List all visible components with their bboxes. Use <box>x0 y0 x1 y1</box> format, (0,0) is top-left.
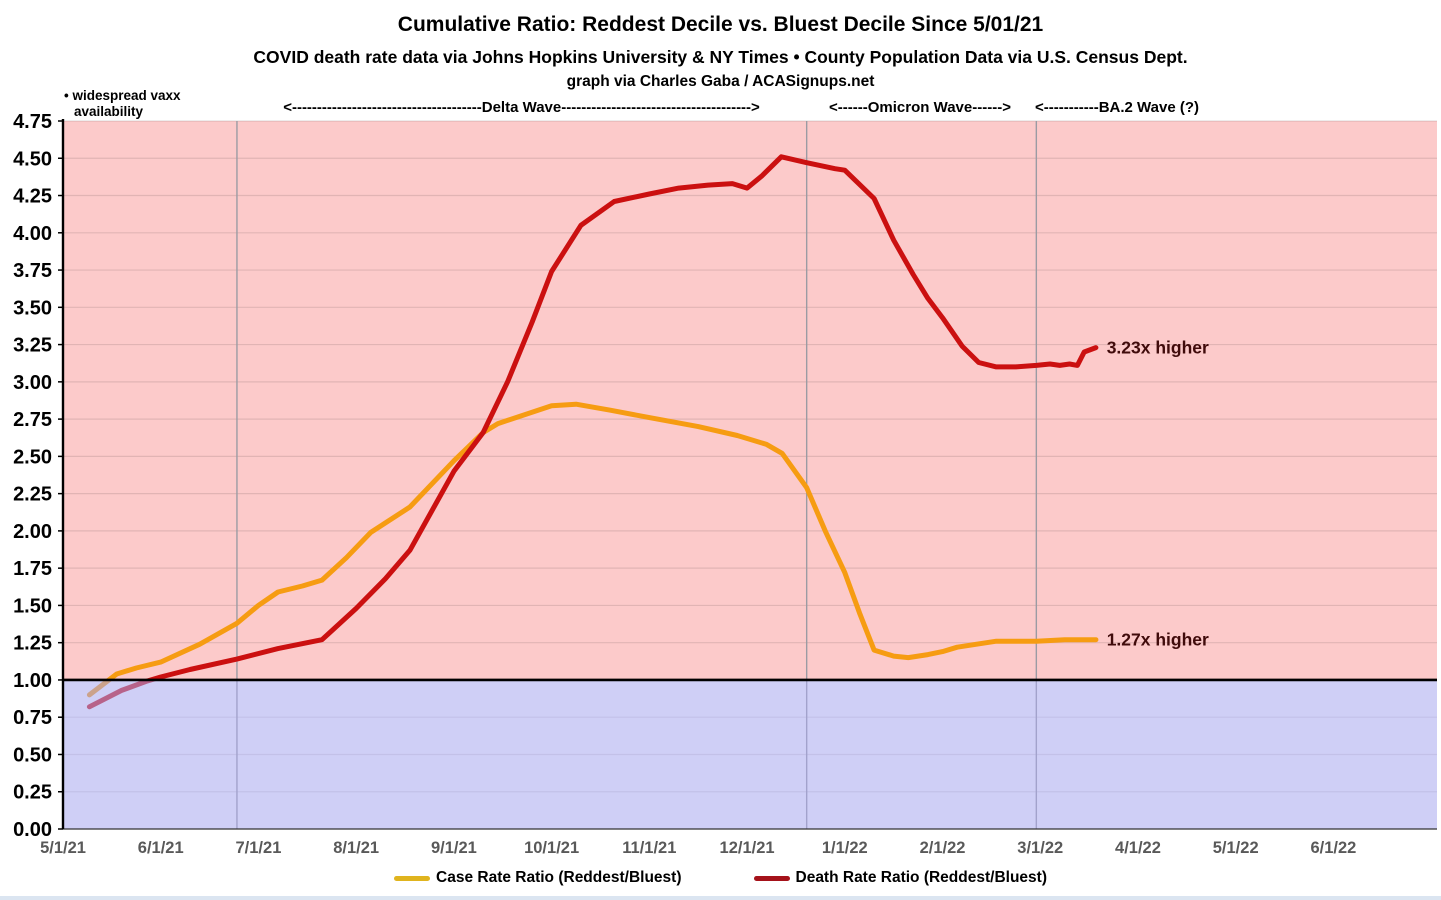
ba2-wave-annotation: <-----------BA.2 Wave (?) <box>1035 99 1199 116</box>
y-tick-label: 1.00 <box>13 670 52 692</box>
window-bottom-edge <box>0 896 1441 900</box>
x-tick-label: 3/1/22 <box>1017 839 1063 857</box>
x-tick-label: 7/1/21 <box>236 839 282 857</box>
vaxx-availability-note: • widespread vaxx availability <box>64 88 181 120</box>
x-tick-label: 1/1/22 <box>822 839 868 857</box>
vaxx-note-line2: availability <box>74 104 144 119</box>
case-rate-ratio-line <box>86 401 1099 698</box>
legend-item-death-rate: Death Rate Ratio (Reddest/Bluest) <box>753 869 1047 887</box>
chart-credit: graph via Charles Gaba / ACASignups.net <box>566 73 875 90</box>
y-tick-label: 3.50 <box>13 297 52 319</box>
y-tick-label: 2.00 <box>13 521 52 543</box>
death-rate-ratio-end-label: 3.23x higher <box>1107 338 1209 358</box>
y-tick-label: 4.25 <box>13 186 52 208</box>
y-tick-label: 0.50 <box>13 744 52 766</box>
vaxx-note-line1: • widespread vaxx <box>64 88 181 103</box>
y-tick-label: 4.00 <box>13 223 52 245</box>
death-rate-ratio-line <box>86 154 1099 710</box>
x-tick-label: 9/1/21 <box>431 839 477 857</box>
y-tick-label: 0.25 <box>13 782 52 804</box>
y-tick-label: 1.50 <box>13 595 52 617</box>
y-tick-label: 3.00 <box>13 372 52 394</box>
y-tick-label: 2.25 <box>13 484 52 506</box>
x-tick-label: 6/1/21 <box>138 839 184 857</box>
y-tick-label: 3.25 <box>13 335 52 357</box>
y-tick-label: 0.75 <box>13 707 52 729</box>
x-tick-label: 4/1/22 <box>1115 839 1161 857</box>
y-tick-label: 4.75 <box>13 111 52 133</box>
y-tick-label: 0.00 <box>13 819 52 841</box>
death-rate-swatch-icon <box>753 875 790 881</box>
x-tick-label: 11/1/21 <box>622 839 676 857</box>
x-tick-label: 2/1/22 <box>920 839 966 857</box>
x-tick-label: 5/1/21 <box>40 839 86 857</box>
chart-subtitle: COVID death rate data via Johns Hopkins … <box>253 47 1188 67</box>
legend-item-case-rate: Case Rate Ratio (Reddest/Bluest) <box>394 869 682 887</box>
below-1x-region <box>63 679 1437 829</box>
x-tick-label: 12/1/21 <box>720 839 775 857</box>
legend-label-case-rate: Case Rate Ratio (Reddest/Bluest) <box>436 869 682 886</box>
x-tick-label: 10/1/21 <box>524 839 579 857</box>
y-tick-label: 2.50 <box>13 446 52 468</box>
y-tick-label: 1.75 <box>13 558 52 580</box>
y-tick-label: 2.75 <box>13 409 52 431</box>
y-tick-label: 4.50 <box>13 148 52 170</box>
y-tick-label: 3.75 <box>13 260 52 282</box>
x-tick-label: 5/1/22 <box>1213 839 1259 857</box>
y-tick-label: 1.25 <box>13 633 52 655</box>
chart-title: Cumulative Ratio: Reddest Decile vs. Blu… <box>397 13 1044 36</box>
x-tick-label: 6/1/22 <box>1310 839 1356 857</box>
chart-legend: Case Rate Ratio (Reddest/Bluest) Death R… <box>0 869 1441 887</box>
case-rate-ratio-end-label: 1.27x higher <box>1107 630 1209 650</box>
case-rate-swatch-icon <box>394 875 431 881</box>
legend-label-death-rate: Death Rate Ratio (Reddest/Bluest) <box>795 869 1047 886</box>
x-tick-label: 8/1/21 <box>333 839 379 857</box>
delta-wave-annotation: <--------------------------------------D… <box>283 99 760 116</box>
omicron-wave-annotation: <------Omicron Wave------> <box>829 99 1011 116</box>
